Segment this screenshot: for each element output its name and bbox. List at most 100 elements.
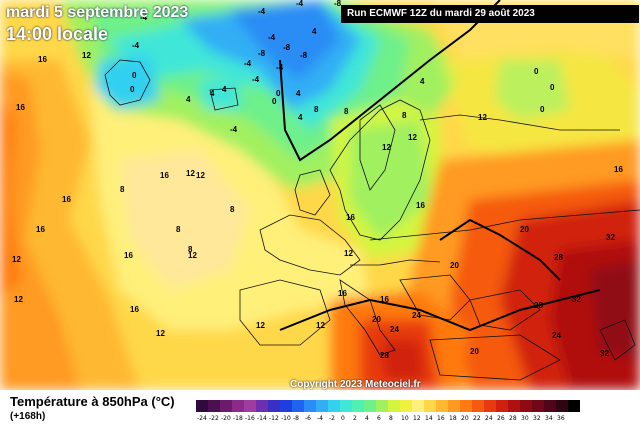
map-value-label: -4 bbox=[258, 7, 266, 16]
map-value-label: 4 bbox=[296, 89, 301, 98]
scale-label: -6 bbox=[305, 415, 311, 422]
coastlines bbox=[104, 59, 640, 381]
map-value-label: 4 bbox=[420, 77, 425, 86]
scale-label: 24 bbox=[485, 415, 493, 422]
scale-label: 2 bbox=[353, 415, 357, 422]
scale-label: -20 bbox=[221, 415, 231, 422]
map-value-label: 4 bbox=[312, 27, 317, 36]
scale-label: 6 bbox=[377, 415, 381, 422]
map-value-label: 0 bbox=[534, 67, 539, 76]
scale-swatch bbox=[244, 400, 256, 412]
temperature-field bbox=[0, 0, 640, 390]
color-scale-labels: -24 -22 -20 -18 -16 -14 -12 -10 -8 -6 -4 -2 0 2 4 6 8 10 1… bbox=[196, 415, 580, 425]
scale-label: -18 bbox=[233, 415, 243, 422]
run-info: Run ECMWF 12Z du mardi 29 août 2023 bbox=[341, 5, 639, 23]
legend-subtitle: (+168h) bbox=[10, 411, 46, 422]
scale-swatch bbox=[424, 400, 436, 412]
scale-label: 18 bbox=[449, 415, 457, 422]
scale-label: 0 bbox=[341, 415, 345, 422]
map-value-label: 20 bbox=[470, 347, 479, 356]
scale-label: -24 bbox=[197, 415, 207, 422]
map-value-label: 4 bbox=[210, 89, 215, 98]
scale-swatch bbox=[400, 400, 412, 412]
map-value-label: 8 bbox=[344, 107, 349, 116]
map-value-label: 0 bbox=[276, 89, 281, 98]
map-value-label: 0 bbox=[540, 105, 545, 114]
scale-label: -4 bbox=[317, 415, 323, 422]
map-value-label: 16 bbox=[614, 165, 623, 174]
scale-label: -22 bbox=[209, 415, 219, 422]
isotherm-lines bbox=[279, 0, 601, 332]
scale-swatch bbox=[520, 400, 532, 412]
map-value-label: 16 bbox=[36, 225, 45, 234]
map-value-label: 20 bbox=[450, 261, 459, 270]
scale-label: 36 bbox=[557, 415, 565, 422]
map-value-label: 8 bbox=[314, 105, 319, 114]
scale-label: -14 bbox=[257, 415, 267, 422]
scale-swatch bbox=[196, 400, 208, 412]
scale-swatch bbox=[532, 400, 544, 412]
color-scale bbox=[196, 400, 580, 412]
map-value-label: 28 bbox=[554, 253, 563, 262]
scale-swatch bbox=[496, 400, 508, 412]
scale-swatch bbox=[328, 400, 340, 412]
scale-swatch bbox=[556, 400, 568, 412]
map-value-label: 4 bbox=[298, 113, 303, 122]
map-value-label: -8 bbox=[334, 0, 342, 8]
map-value-label: 12 bbox=[188, 251, 197, 260]
scale-label: 20 bbox=[461, 415, 469, 422]
map-value-label: 8 bbox=[188, 245, 193, 254]
scale-swatch bbox=[280, 400, 292, 412]
map-value-label: -4 bbox=[230, 125, 238, 134]
scale-label: 12 bbox=[413, 415, 421, 422]
scale-swatch bbox=[304, 400, 316, 412]
scale-swatch bbox=[460, 400, 472, 412]
map-value-label: -4 bbox=[268, 33, 276, 42]
scale-label: -10 bbox=[281, 415, 291, 422]
scale-label: 4 bbox=[365, 415, 369, 422]
map-value-label: 32 bbox=[606, 233, 615, 242]
legend-title: Température à 850hPa (°C) bbox=[10, 394, 175, 409]
scale-swatch bbox=[256, 400, 268, 412]
map-value-label: 32 bbox=[572, 295, 581, 304]
scale-label: 34 bbox=[545, 415, 553, 422]
scale-swatch bbox=[220, 400, 232, 412]
map-value-label: 16 bbox=[16, 103, 25, 112]
scale-label: 14 bbox=[425, 415, 433, 422]
map-value-label: 16 bbox=[124, 251, 133, 260]
scale-label: -16 bbox=[245, 415, 255, 422]
scale-swatch bbox=[388, 400, 400, 412]
scale-label: 8 bbox=[389, 415, 393, 422]
map-value-label: 32 bbox=[600, 349, 609, 358]
map-value-label: -4 bbox=[244, 59, 252, 68]
scale-swatch bbox=[412, 400, 424, 412]
scale-swatch bbox=[436, 400, 448, 412]
scale-swatch bbox=[292, 400, 304, 412]
scale-label: 22 bbox=[473, 415, 481, 422]
map-value-label: 0 bbox=[550, 83, 555, 92]
scale-swatch bbox=[232, 400, 244, 412]
map-value-label: 8 bbox=[120, 185, 125, 194]
map-value-label: 8 bbox=[402, 111, 407, 120]
map-value-label: 0 bbox=[272, 97, 277, 106]
map-value-label: 24 bbox=[412, 311, 421, 320]
map-value-label: 8 bbox=[176, 225, 181, 234]
scale-swatch bbox=[544, 400, 556, 412]
map-value-label: 12 bbox=[316, 321, 325, 330]
scale-swatch bbox=[448, 400, 460, 412]
value-labels: 16 12-4-4-4-4-8-8-800 044 4 44-40-48 8 8 121212… bbox=[12, 0, 623, 360]
map-value-label: 12 bbox=[186, 169, 195, 178]
map-value-label: 12 bbox=[344, 249, 353, 258]
scale-label: 30 bbox=[521, 415, 529, 422]
map-value-label: 20 bbox=[372, 315, 381, 324]
map-value-label: -8 bbox=[258, 49, 266, 58]
scale-label: -2 bbox=[329, 415, 335, 422]
scale-swatch bbox=[268, 400, 280, 412]
scale-swatch bbox=[340, 400, 352, 412]
map-value-label: 4 bbox=[186, 95, 191, 104]
map-value-label: 16 bbox=[380, 295, 389, 304]
scale-swatch bbox=[364, 400, 376, 412]
forecast-date: mardi 5 septembre 2023 bbox=[6, 4, 189, 21]
map-value-label: 16 bbox=[62, 195, 71, 204]
map-value-label: 12 bbox=[14, 295, 23, 304]
